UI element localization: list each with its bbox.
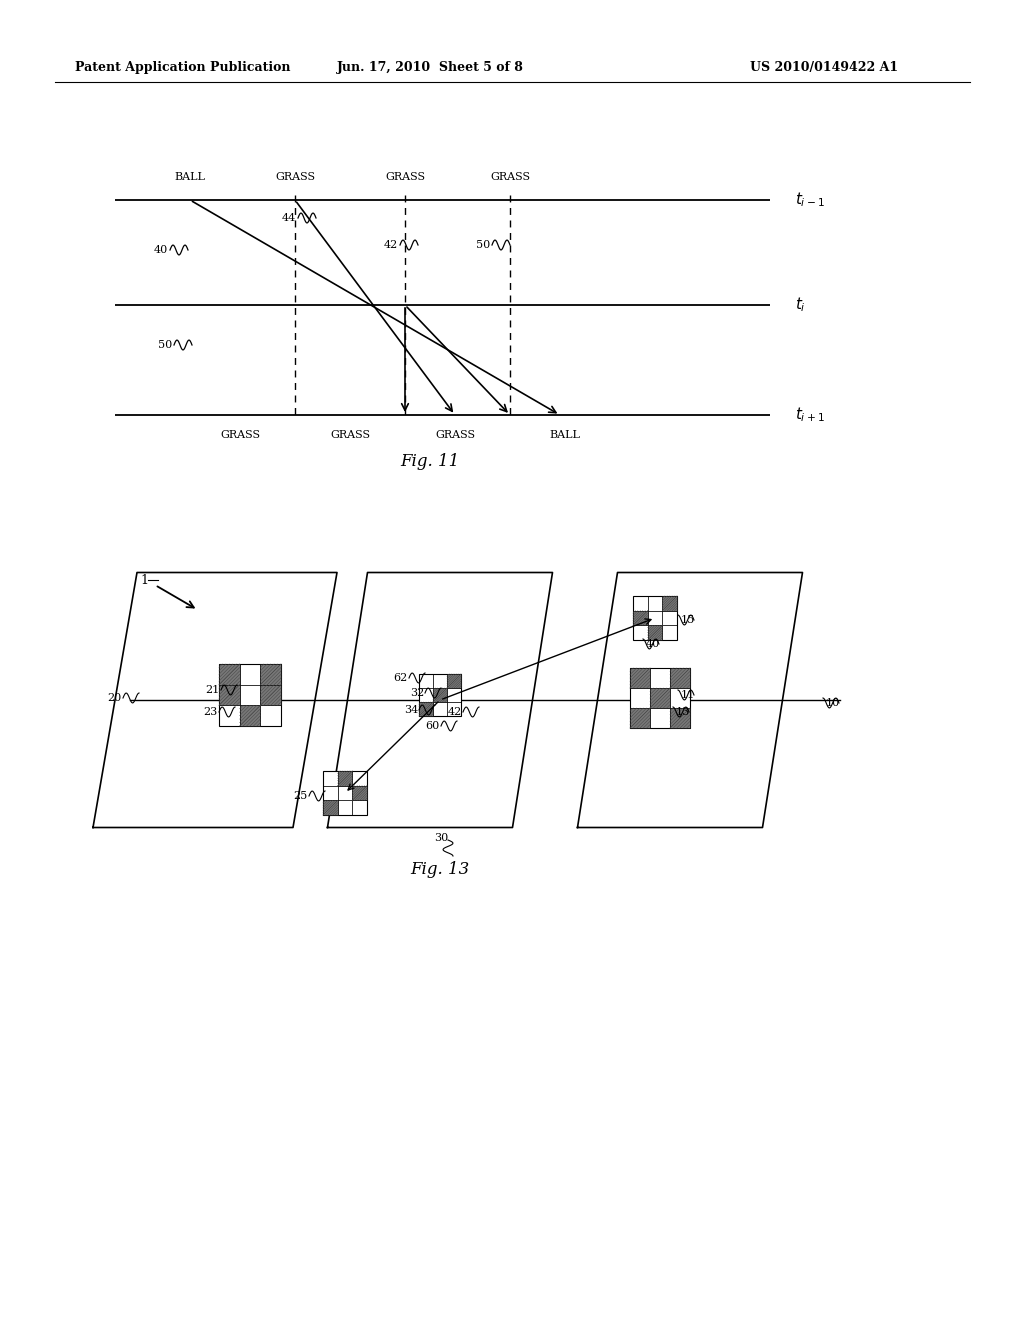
Bar — [323, 800, 338, 814]
Text: Jun. 17, 2010  Sheet 5 of 8: Jun. 17, 2010 Sheet 5 of 8 — [337, 62, 523, 74]
Text: 25: 25 — [294, 791, 308, 801]
Bar — [352, 785, 367, 800]
Bar — [650, 688, 670, 708]
Text: GRASS: GRASS — [274, 172, 315, 182]
Text: BALL: BALL — [174, 172, 206, 182]
Text: GRASS: GRASS — [435, 430, 475, 440]
Bar — [670, 668, 690, 688]
Text: 11: 11 — [681, 690, 695, 700]
Text: 40: 40 — [646, 639, 660, 649]
Text: 23: 23 — [204, 708, 218, 717]
Text: 62: 62 — [394, 673, 408, 682]
Bar — [219, 664, 281, 726]
Bar — [630, 668, 650, 688]
Text: 21: 21 — [206, 685, 220, 696]
Text: 50: 50 — [158, 341, 172, 350]
Bar — [419, 702, 433, 715]
Bar — [338, 771, 352, 785]
Text: BALL: BALL — [550, 430, 581, 440]
Text: 20: 20 — [108, 693, 122, 704]
Text: 1: 1 — [140, 573, 148, 586]
Text: 60: 60 — [426, 721, 440, 731]
Text: 10: 10 — [825, 698, 840, 708]
Text: Fig. 11: Fig. 11 — [400, 454, 460, 470]
Bar — [419, 675, 461, 715]
Text: $t_{i+1}$: $t_{i+1}$ — [795, 405, 824, 424]
Text: 30: 30 — [434, 833, 449, 843]
Bar — [433, 688, 447, 702]
Text: 42: 42 — [447, 708, 462, 717]
Text: 50: 50 — [476, 240, 490, 249]
Text: US 2010/0149422 A1: US 2010/0149422 A1 — [750, 62, 898, 74]
Text: GRASS: GRASS — [489, 172, 530, 182]
Bar — [633, 597, 677, 640]
Text: Patent Application Publication: Patent Application Publication — [75, 62, 291, 74]
Bar — [630, 668, 690, 729]
Bar — [663, 597, 677, 611]
Bar — [447, 675, 461, 688]
Bar — [260, 664, 281, 685]
Bar — [219, 664, 240, 685]
Bar — [323, 771, 367, 814]
Text: Fig. 13: Fig. 13 — [411, 862, 470, 879]
Text: $t_{i}$: $t_{i}$ — [795, 296, 806, 314]
Text: $t_{i-1}$: $t_{i-1}$ — [795, 190, 824, 210]
Text: 34: 34 — [403, 705, 418, 715]
Text: 13: 13 — [676, 708, 690, 717]
Text: 15: 15 — [681, 615, 695, 624]
Text: 42: 42 — [384, 240, 398, 249]
Text: 40: 40 — [154, 246, 168, 255]
Bar — [633, 611, 647, 626]
Bar — [219, 685, 240, 705]
Bar — [260, 685, 281, 705]
Text: 44: 44 — [282, 213, 296, 223]
Text: 32: 32 — [410, 688, 424, 698]
Bar — [647, 626, 663, 640]
Text: GRASS: GRASS — [330, 430, 370, 440]
Bar — [630, 708, 650, 729]
Text: GRASS: GRASS — [220, 430, 260, 440]
Bar — [240, 705, 260, 726]
Text: GRASS: GRASS — [385, 172, 425, 182]
Bar — [670, 708, 690, 729]
